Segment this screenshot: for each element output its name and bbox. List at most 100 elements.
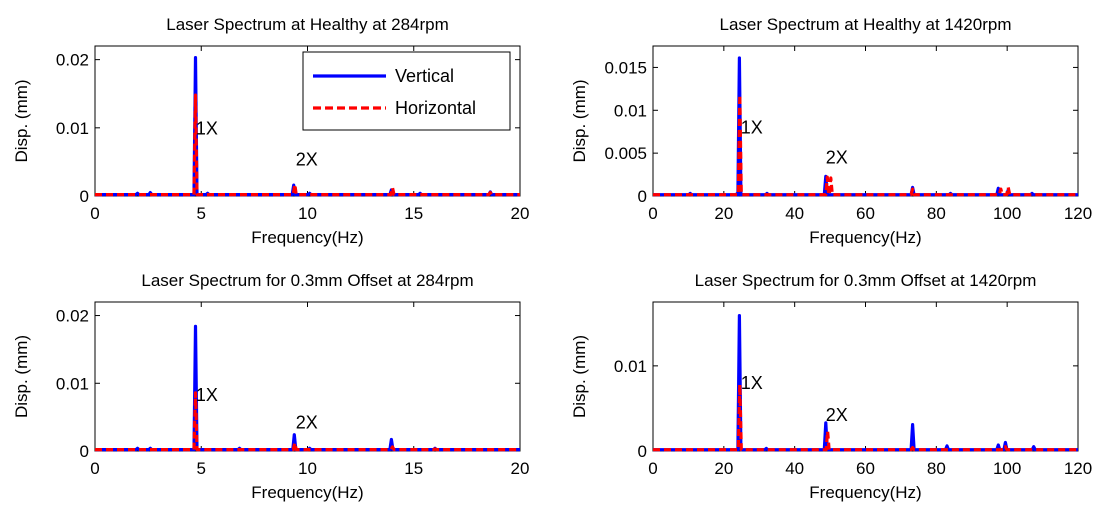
y-axis-label: Disp. (mm) (12, 335, 31, 418)
x-tick-label: 100 (993, 204, 1021, 223)
data-point-horizontal (912, 189, 913, 190)
data-point-horizontal (294, 184, 295, 185)
x-tick-label: 20 (714, 204, 733, 223)
data-point-horizontal (1000, 189, 1001, 190)
axes-box (94, 301, 521, 452)
y-tick-label: 0.015 (604, 58, 647, 77)
chart-panel-2: Laser Spectrum at Healthy at 1420rpm 0 20 4… (570, 15, 1092, 247)
x-tick-label: 15 (404, 204, 423, 223)
data-point-horizontal (827, 177, 828, 178)
series-line-horizontal (95, 93, 520, 197)
x-tick-label: 40 (785, 204, 804, 223)
y-axis-label: Disp. (mm) (570, 335, 589, 418)
x-axis-label: Frequency(Hz) (809, 483, 921, 502)
x-tick-label: 20 (511, 204, 530, 223)
data-point-horizontal (195, 95, 196, 96)
data-point-vertical (912, 424, 913, 425)
x-tick-label: 80 (927, 204, 946, 223)
data-point-vertical (946, 445, 947, 446)
y-tick-label: 0.01 (56, 119, 89, 138)
data-point-horizontal (912, 447, 913, 448)
y-tick-label: 0.01 (56, 374, 89, 393)
x-tick-label: 20 (511, 459, 530, 478)
data-point-vertical (195, 57, 196, 58)
legend-box (302, 51, 511, 131)
data-point-vertical (998, 445, 999, 446)
x-tick-label: 15 (404, 459, 423, 478)
peak-annotation: 2X (296, 149, 318, 169)
x-tick-label: 10 (298, 459, 317, 478)
data-point-vertical (309, 193, 310, 194)
x-tick-label: 0 (648, 459, 657, 478)
peak-annotation: 1X (741, 373, 763, 393)
data-point-horizontal (827, 431, 828, 432)
x-tick-label: 5 (197, 459, 206, 478)
x-tick-label: 60 (856, 459, 875, 478)
peak-annotation: 1X (196, 119, 218, 139)
x-tick-label: 0 (90, 459, 99, 478)
data-point-horizontal (1008, 187, 1009, 188)
legend-label-horizontal: Horizontal (395, 98, 476, 118)
data-point-vertical (739, 58, 740, 59)
peak-annotation: 1X (741, 117, 763, 137)
chart-panel-1: Laser Spectrum at Healthy at 284rpm 0 5 10 1… (12, 15, 529, 247)
peak-annotation: 2X (826, 405, 848, 425)
chart-panel-4: Laser Spectrum for 0.3mm Offset at 1420r… (570, 271, 1092, 502)
x-tick-label: 5 (197, 204, 206, 223)
data-point-vertical (1033, 446, 1034, 447)
data-point-horizontal (739, 94, 740, 95)
series-line-horizontal (653, 383, 1078, 452)
data-point-horizontal (392, 446, 393, 447)
data-point-vertical (739, 315, 740, 316)
data-point-horizontal (1005, 446, 1006, 447)
series-line-horizontal (95, 391, 520, 452)
x-tick-label: 0 (90, 204, 99, 223)
data-point-vertical (294, 434, 295, 435)
x-tick-label: 40 (785, 459, 804, 478)
chart-title: Laser Spectrum for 0.3mm Offset at 1420r… (695, 271, 1037, 290)
x-axis-label: Frequency(Hz) (251, 483, 363, 502)
y-tick-label: 0.02 (56, 51, 89, 70)
x-axis-label: Frequency(Hz) (809, 228, 921, 247)
data-point-vertical (293, 185, 294, 186)
chart-title: Laser Spectrum for 0.3mm Offset at 284rp… (141, 271, 473, 290)
chart-title: Laser Spectrum at Healthy at 1420rpm (720, 15, 1012, 34)
y-tick-label: 0 (638, 442, 647, 461)
data-point-vertical (150, 192, 151, 193)
x-tick-label: 100 (993, 459, 1021, 478)
peak-annotation: 1X (196, 385, 218, 405)
y-tick-label: 0.01 (614, 101, 647, 120)
axes-box (652, 301, 1079, 452)
x-tick-label: 20 (714, 459, 733, 478)
x-axis-label: Frequency(Hz) (251, 228, 363, 247)
x-tick-label: 10 (298, 204, 317, 223)
y-tick-label: 0.005 (604, 144, 647, 163)
data-point-vertical (195, 326, 196, 327)
legend-label-vertical: Vertical (395, 66, 454, 86)
y-tick-label: 0 (80, 442, 89, 461)
data-point-vertical (998, 188, 999, 189)
y-tick-label: 0.01 (614, 357, 647, 376)
y-axis-label: Disp. (mm) (12, 79, 31, 162)
data-point-horizontal (294, 442, 295, 443)
data-point-vertical (137, 448, 138, 449)
data-point-vertical (137, 193, 138, 194)
y-tick-label: 0.02 (56, 307, 89, 326)
x-tick-label: 120 (1064, 459, 1092, 478)
data-point-horizontal (830, 178, 831, 179)
data-point-vertical (766, 448, 767, 449)
x-tick-label: 0 (648, 204, 657, 223)
legend: Vertical Horizontal (302, 51, 511, 131)
y-tick-label: 0 (638, 187, 647, 206)
chart-panel-3: Laser Spectrum for 0.3mm Offset at 284rp… (12, 271, 529, 502)
x-tick-label: 120 (1064, 204, 1092, 223)
axes-box (652, 45, 1079, 197)
y-tick-label: 0 (80, 187, 89, 206)
x-tick-label: 80 (927, 459, 946, 478)
data-point-vertical (391, 439, 392, 440)
peak-annotation: 2X (826, 147, 848, 167)
x-tick-label: 60 (856, 204, 875, 223)
peak-annotation: 2X (296, 413, 318, 433)
y-axis-label: Disp. (mm) (570, 79, 589, 162)
